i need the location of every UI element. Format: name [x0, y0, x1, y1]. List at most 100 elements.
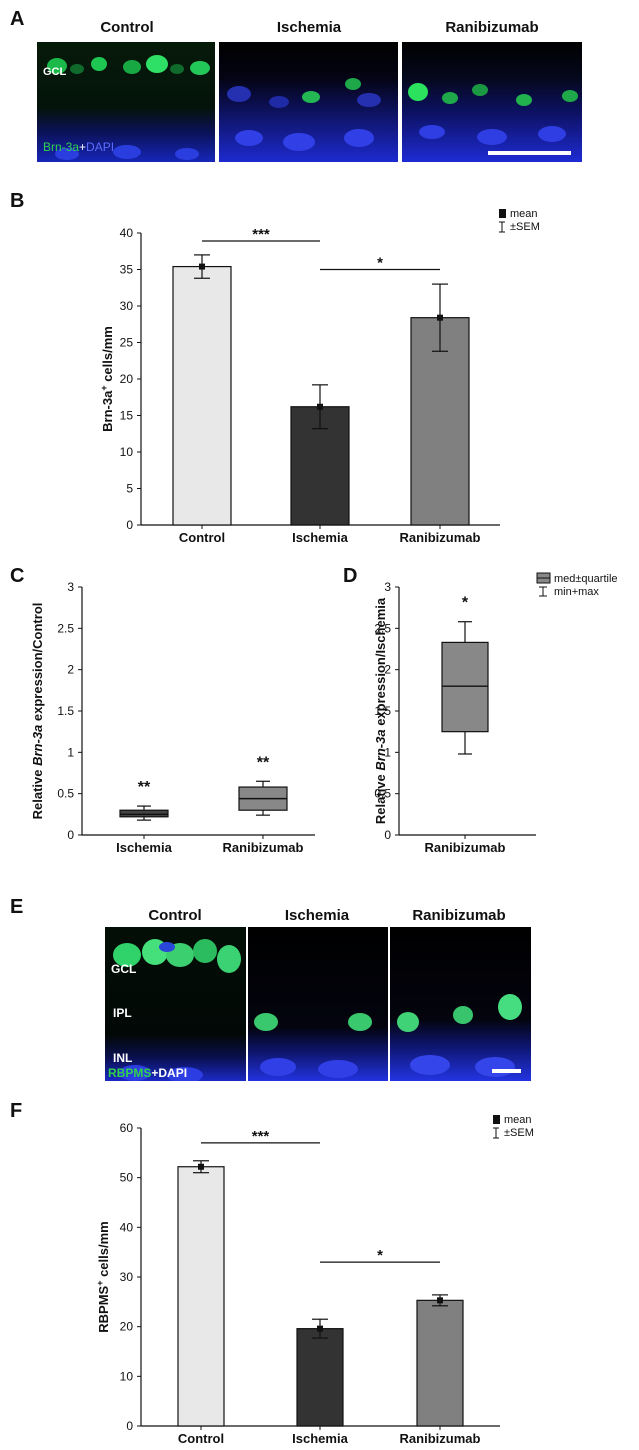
- legend-mean-swatch-f: [493, 1115, 500, 1124]
- mean-marker-f: [198, 1163, 204, 1170]
- mean-marker-f: [317, 1325, 323, 1332]
- box-d-0: [441, 641, 489, 733]
- y-tick-label-f: 0: [126, 1419, 133, 1433]
- y-tick-label-b: 25: [120, 336, 134, 350]
- y-tick-label-b: 35: [120, 263, 134, 277]
- y-tick-label-d: 0.5: [374, 787, 391, 801]
- y-tick-label-f: 10: [120, 1369, 134, 1383]
- significance-label-b: *: [377, 255, 383, 272]
- y-tick-label-c: 3: [67, 580, 74, 594]
- bar-f-0: [177, 1166, 225, 1427]
- legend-sem-b: ±SEM: [510, 221, 540, 233]
- bar-f-2: [416, 1299, 464, 1427]
- significance-label-f: ***: [252, 1128, 270, 1145]
- mean-marker-b: [437, 314, 443, 321]
- x-tick-label-c: Ischemia: [116, 840, 172, 855]
- y-tick-label-c: 0: [67, 828, 74, 842]
- y-axis-label-f: RBPMS+ cells/mm: [95, 1221, 111, 1332]
- y-axis-label-part: Relative: [373, 771, 388, 824]
- y-tick-label-c: 2: [67, 663, 74, 677]
- micrograph-a-ischemia-image: [219, 42, 398, 162]
- panel-e-title-ischemia: Ischemia: [284, 907, 350, 924]
- y-axis-label-part: Brn-3a: [100, 390, 115, 432]
- y-tick-label-d: 0: [384, 828, 391, 842]
- x-tick-label-d: Ranibizumab: [425, 840, 506, 855]
- y-axis-label-part: expression/Ischemia: [373, 597, 388, 729]
- gcl-label-a: GCL: [43, 66, 67, 78]
- micrograph-a-ranibizumab: [402, 42, 582, 162]
- micrograph-a-control: GCL Brn-3a+DAPI: [37, 42, 215, 162]
- micrograph-a-ranibizumab-image: [402, 42, 582, 162]
- legend-minmax-d: min+max: [554, 586, 599, 598]
- significance-label-f: *: [377, 1247, 383, 1264]
- y-tick-label-d: 3: [384, 580, 391, 594]
- micrograph-a-ischemia: [219, 42, 398, 162]
- micrograph-a-control-image: [37, 42, 215, 162]
- x-tick-label-c: Ranibizumab: [223, 840, 304, 855]
- legend-mean-swatch-b: [499, 209, 506, 218]
- panel-letter-e: E: [10, 896, 24, 918]
- y-axis-label-italic: Brn-3a: [30, 725, 45, 766]
- x-tick-label-f: Ranibizumab: [400, 1431, 481, 1446]
- panel-letter-a: A: [10, 8, 25, 30]
- significance-label-d: *: [462, 595, 469, 612]
- micrograph-e-control-image: [105, 927, 246, 1081]
- y-tick-label-c: 0.5: [57, 787, 74, 801]
- y-axis-label-part: expression/Control: [30, 603, 45, 725]
- y-tick-label-d: 1: [384, 745, 391, 759]
- inl-label-e: INL: [113, 1051, 133, 1065]
- y-axis-label-part: Relative: [30, 766, 45, 819]
- micrograph-e-ischemia: [248, 927, 388, 1081]
- y-tick-label-d: 2: [384, 663, 391, 677]
- micrograph-e-control: GCL IPL INL RBPMS+DAPI: [105, 927, 246, 1081]
- y-tick-label-b: 20: [120, 372, 134, 386]
- gcl-label-e: GCL: [111, 962, 137, 976]
- y-axis-label-sup: +: [95, 1281, 105, 1286]
- y-tick-label-b: 0: [126, 518, 133, 532]
- stain-counter-e: DAPI: [158, 1066, 188, 1080]
- panel-letter-f: F: [10, 1100, 23, 1122]
- ipl-label-e: IPL: [113, 1006, 132, 1020]
- bar-b-2: [410, 317, 470, 526]
- significance-label-b: ***: [252, 226, 270, 243]
- y-axis-label-b: Brn-3a+ cells/mm: [99, 326, 115, 432]
- x-tick-label-b: Ranibizumab: [400, 530, 481, 545]
- panel-letter-c: C: [10, 565, 25, 587]
- legend-mean-f: mean: [504, 1114, 532, 1126]
- stain-label-e: RBPMS+DAPI: [108, 1066, 187, 1080]
- panel-letter-b: B: [10, 190, 25, 212]
- x-tick-label-b: Control: [179, 530, 225, 545]
- bar-b-0: [172, 265, 232, 526]
- y-axis-label-italic: Brn-3a: [373, 729, 388, 770]
- micrograph-e-ranibizumab: [390, 927, 531, 1081]
- x-tick-label-f: Control: [178, 1431, 224, 1446]
- micrograph-e-ranibizumab-image: [390, 927, 531, 1081]
- y-axis-label-c: Relative Brn-3a expression/Control: [30, 603, 45, 820]
- y-tick-label-f: 20: [120, 1320, 134, 1334]
- bar-f-1: [296, 1328, 344, 1427]
- panel-a-title-control: Control: [100, 19, 154, 36]
- y-axis-label-d: Relative Brn-3a expression/Ischemia: [373, 597, 388, 824]
- y-tick-label-c: 1: [67, 745, 74, 759]
- legend-mean-b: mean: [510, 208, 538, 220]
- y-axis-label-part: cells/mm: [100, 326, 115, 385]
- mean-marker-b: [199, 263, 205, 270]
- panel-e-title-control: Control: [148, 907, 202, 924]
- y-tick-label-f: 60: [120, 1121, 134, 1135]
- y-tick-label-b: 10: [120, 445, 134, 459]
- y-tick-label-d: 2.5: [374, 621, 391, 635]
- y-axis-label-part: cells/mm: [96, 1221, 111, 1280]
- stain-counter-a: DAPI: [86, 140, 115, 154]
- y-tick-label-f: 30: [120, 1270, 134, 1284]
- y-tick-label-b: 30: [120, 299, 134, 313]
- panel-e-title-ranibizumab: Ranibizumab: [412, 907, 506, 924]
- panel-a-title-ranibizumab: Ranibizumab: [445, 19, 539, 36]
- box-c-0: [119, 809, 169, 818]
- stain-plus-a: +: [79, 140, 87, 154]
- x-tick-label-f: Ischemia: [292, 1431, 348, 1446]
- y-tick-label-c: 2.5: [57, 621, 74, 635]
- stain-marker-a: Brn-3a: [43, 140, 80, 154]
- legend-quartile-d: med±quartile: [554, 573, 618, 585]
- stain-marker-e: RBPMS: [108, 1066, 152, 1080]
